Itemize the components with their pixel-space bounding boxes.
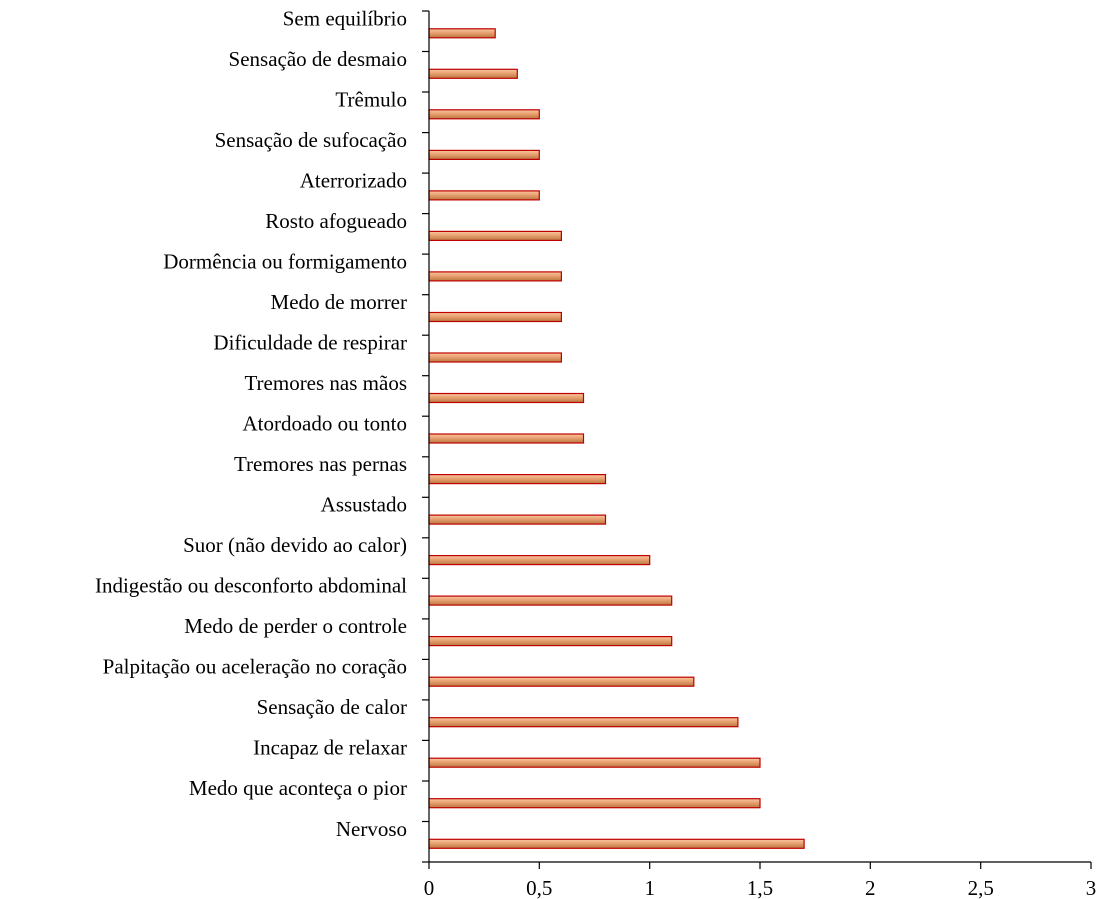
bar-20 bbox=[428, 798, 761, 809]
x-tick-label: 1 bbox=[644, 876, 655, 899]
bar-19 bbox=[428, 757, 761, 768]
category-label: Sensação de desmaio bbox=[229, 47, 407, 71]
category-label: Atordoado ou tonto bbox=[243, 412, 407, 436]
category-label: Tremores nas mãos bbox=[244, 371, 407, 395]
bar-17 bbox=[428, 676, 695, 687]
x-tick-label: 2 bbox=[865, 876, 876, 899]
category-label: Medo de morrer bbox=[271, 290, 407, 314]
bars-layer bbox=[428, 28, 805, 849]
category-label: Nervoso bbox=[336, 817, 407, 841]
bar-4 bbox=[428, 149, 540, 160]
axes-layer bbox=[422, 10, 1092, 869]
bar-21 bbox=[428, 838, 805, 849]
category-label: Dificuldade de respirar bbox=[213, 331, 407, 355]
bar-16 bbox=[428, 635, 673, 647]
labels-layer: Sem equilíbrio Sensação de desmaio Trêmulo… bbox=[95, 6, 1096, 899]
category-label: Medo de perder o controle bbox=[184, 614, 407, 638]
bar-8 bbox=[428, 311, 562, 323]
bar-5 bbox=[428, 190, 540, 201]
x-tick-label: 3 bbox=[1086, 876, 1097, 899]
category-label: Sensação de sufocação bbox=[215, 128, 407, 152]
bar-11 bbox=[428, 433, 585, 444]
bar-18 bbox=[428, 717, 739, 728]
category-label: Medo que aconteça o pior bbox=[189, 776, 407, 800]
bar-6 bbox=[428, 230, 562, 241]
category-label: Trêmulo bbox=[335, 87, 407, 111]
category-label: Sensação de calor bbox=[257, 695, 407, 719]
bar-2 bbox=[428, 68, 518, 79]
bar-10 bbox=[428, 392, 585, 404]
category-label: Rosto afogueado bbox=[265, 209, 407, 233]
category-label: Palpitação ou aceleração no coração bbox=[103, 655, 407, 679]
bar-1 bbox=[428, 28, 496, 39]
category-label: Indigestão ou desconforto abdominal bbox=[95, 574, 407, 598]
bar-15 bbox=[428, 595, 673, 606]
category-label: Assustado bbox=[321, 493, 407, 517]
category-label: Aterrorizado bbox=[300, 168, 407, 192]
x-tick-label: 0 bbox=[424, 876, 435, 899]
bar-13 bbox=[428, 514, 607, 525]
bar-9 bbox=[428, 352, 562, 363]
category-label: Tremores nas pernas bbox=[234, 452, 407, 476]
bar-12 bbox=[428, 474, 607, 485]
x-tick-label: 2,5 bbox=[968, 876, 994, 899]
x-tick-label: 0,5 bbox=[526, 876, 552, 899]
bar-3 bbox=[428, 109, 540, 120]
bar-14 bbox=[428, 554, 651, 566]
category-label: Incapaz de relaxar bbox=[253, 736, 407, 760]
category-label: Dormência ou formigamento bbox=[163, 249, 407, 273]
x-tick-label: 1,5 bbox=[747, 876, 773, 899]
bar-7 bbox=[428, 271, 562, 282]
category-label: Sem equilíbrio bbox=[283, 6, 407, 30]
category-label: Suor (não devido ao calor) bbox=[183, 533, 407, 557]
